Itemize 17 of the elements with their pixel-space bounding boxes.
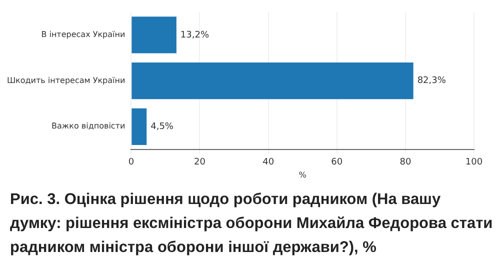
x-tick-label: 40 <box>262 157 274 168</box>
x-tick-label: 100 <box>465 157 483 168</box>
x-axis-title: % <box>298 170 307 180</box>
x-tick-label: 0 <box>128 157 134 168</box>
data-label: 82,3% <box>417 76 446 86</box>
x-tick-label: 80 <box>400 157 412 168</box>
x-tick-label: 60 <box>331 157 343 168</box>
data-label: 13,2% <box>180 30 210 40</box>
bar <box>132 62 414 100</box>
bar <box>132 16 176 54</box>
y-tick-label: Шкодить інтересам України <box>6 76 126 85</box>
bar <box>132 108 147 146</box>
x-tick-label: 20 <box>194 157 206 168</box>
y-tick-label: Важко відповісти <box>52 122 126 131</box>
y-tick-label: В інтересах України <box>41 30 126 40</box>
data-label: 4,5% <box>150 122 174 132</box>
text: Рис. 3. Оцінка рішення щодо роботи радником (На вашу думку: рішення ексміністра оборони Михайла Федорова стати радником міністра оборони іншої держави?), % <box>10 190 494 258</box>
